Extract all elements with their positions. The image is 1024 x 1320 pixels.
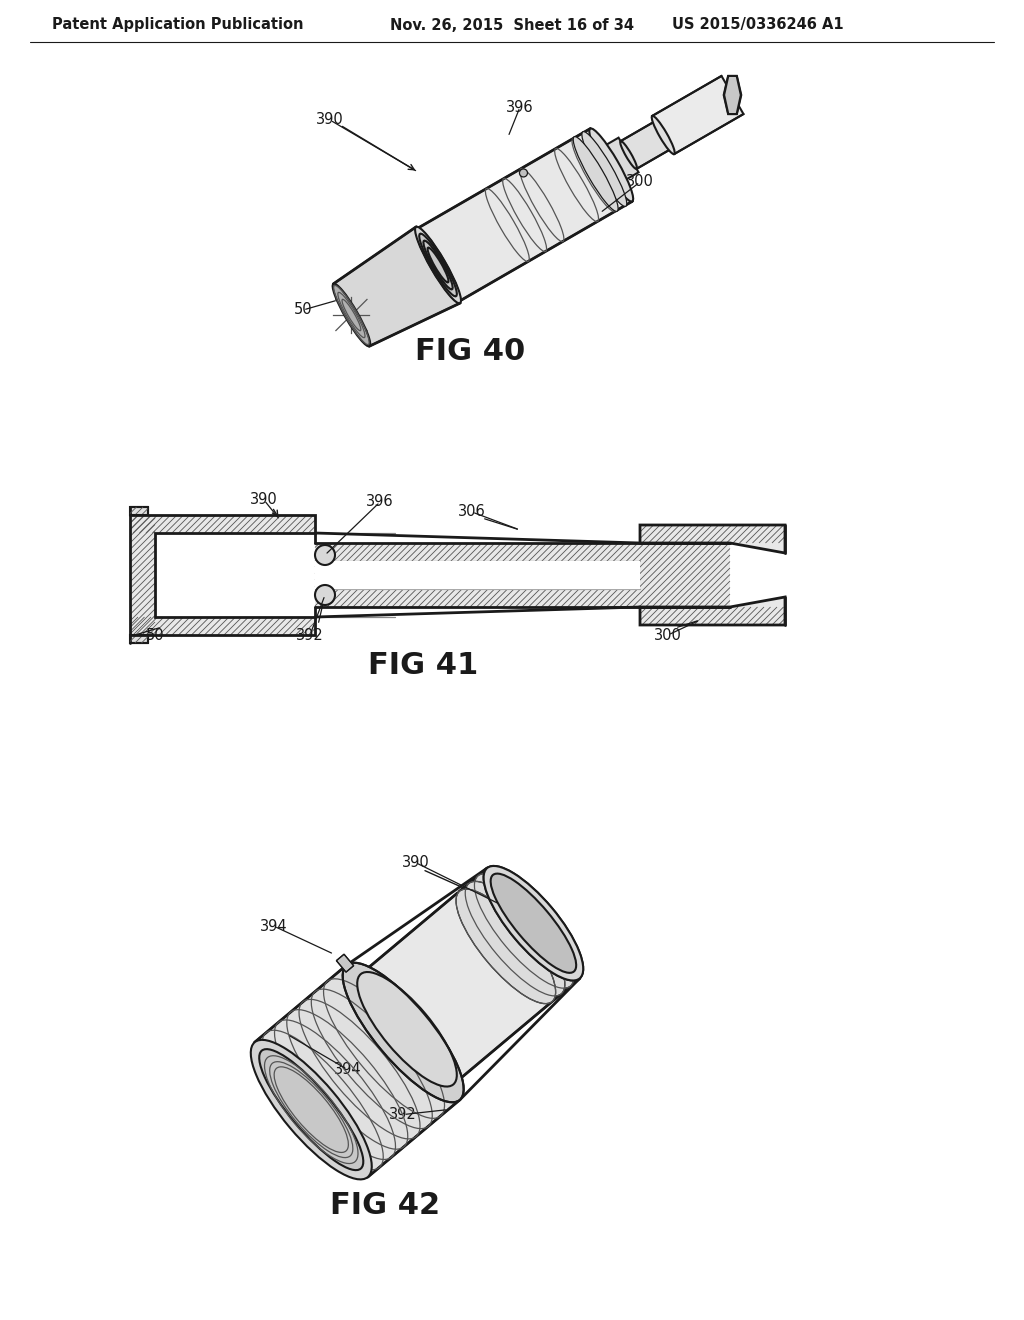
Ellipse shape (251, 1040, 372, 1179)
Ellipse shape (474, 874, 574, 989)
Polygon shape (334, 227, 460, 346)
Ellipse shape (343, 962, 464, 1102)
Text: FIG 40: FIG 40 (415, 338, 525, 367)
Polygon shape (130, 507, 148, 515)
Text: 396: 396 (506, 99, 534, 115)
Polygon shape (315, 561, 640, 589)
Polygon shape (724, 77, 740, 114)
Polygon shape (724, 77, 741, 114)
Ellipse shape (654, 121, 672, 149)
Polygon shape (360, 869, 580, 1085)
Ellipse shape (582, 132, 627, 206)
Text: FIG 41: FIG 41 (368, 651, 478, 680)
Polygon shape (640, 597, 785, 624)
Polygon shape (155, 533, 315, 616)
Ellipse shape (573, 136, 618, 211)
Polygon shape (640, 525, 785, 553)
Ellipse shape (601, 148, 622, 182)
Ellipse shape (333, 284, 371, 346)
Text: 394: 394 (334, 1061, 361, 1077)
Ellipse shape (456, 890, 556, 1003)
Ellipse shape (589, 128, 633, 202)
Text: 394: 394 (260, 919, 288, 933)
Ellipse shape (259, 1049, 364, 1170)
Polygon shape (652, 77, 743, 154)
Text: 300: 300 (654, 627, 682, 643)
Ellipse shape (315, 545, 335, 565)
Text: 392: 392 (296, 627, 324, 643)
Text: 50: 50 (294, 302, 312, 318)
Text: 50: 50 (145, 627, 164, 643)
Ellipse shape (483, 866, 584, 981)
Ellipse shape (315, 585, 335, 605)
Text: 306: 306 (458, 504, 485, 520)
Ellipse shape (419, 234, 457, 296)
Ellipse shape (621, 141, 637, 169)
Polygon shape (601, 137, 639, 182)
Ellipse shape (416, 228, 460, 301)
Text: US 2015/0336246 A1: US 2015/0336246 A1 (672, 17, 844, 33)
Ellipse shape (519, 169, 527, 177)
Ellipse shape (490, 874, 577, 973)
Text: Nov. 26, 2015  Sheet 16 of 34: Nov. 26, 2015 Sheet 16 of 34 (390, 17, 634, 33)
Ellipse shape (483, 866, 584, 981)
Text: 390: 390 (401, 855, 429, 870)
Text: 396: 396 (367, 495, 394, 510)
Ellipse shape (357, 972, 457, 1086)
Polygon shape (336, 954, 353, 972)
Polygon shape (130, 635, 148, 643)
Text: 390: 390 (250, 492, 278, 507)
Text: 390: 390 (316, 112, 344, 128)
Polygon shape (417, 128, 632, 301)
Text: 392: 392 (389, 1107, 417, 1122)
Polygon shape (315, 543, 730, 607)
Polygon shape (255, 965, 460, 1177)
Ellipse shape (428, 248, 449, 282)
Ellipse shape (415, 227, 461, 304)
Ellipse shape (651, 116, 675, 154)
Text: Patent Application Publication: Patent Application Publication (52, 17, 303, 33)
Text: 300: 300 (626, 174, 654, 190)
Polygon shape (621, 121, 671, 169)
Ellipse shape (423, 240, 453, 289)
Polygon shape (130, 515, 315, 635)
Ellipse shape (492, 874, 575, 972)
Polygon shape (590, 128, 632, 202)
Ellipse shape (465, 882, 565, 995)
Text: FIG 42: FIG 42 (330, 1191, 440, 1220)
